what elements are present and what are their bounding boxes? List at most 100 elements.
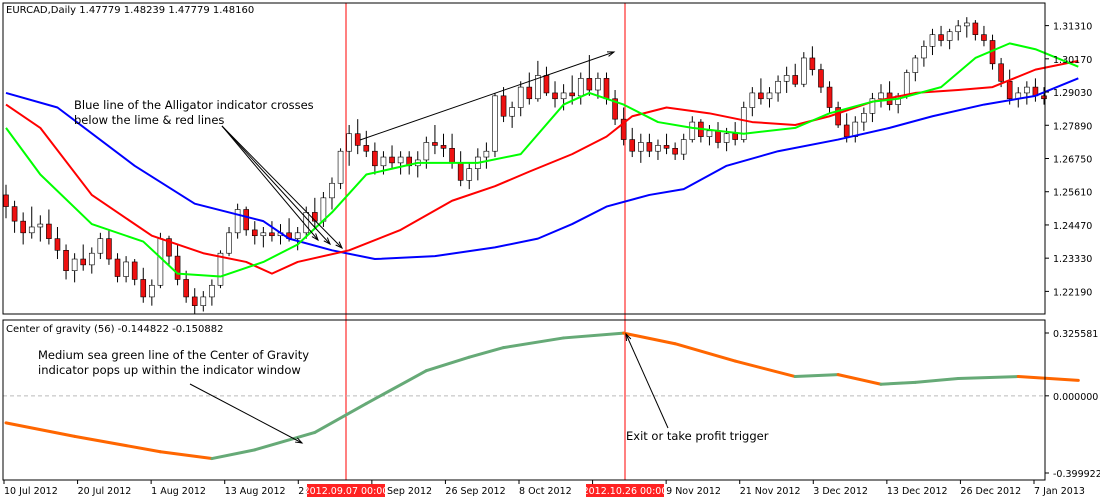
candle-body: [809, 57, 816, 70]
cog-segment: [210, 448, 257, 461]
candle-body: [586, 78, 593, 91]
candle-body: [372, 150, 378, 167]
candle-body: [689, 121, 696, 140]
y-tick-label: 1.26750: [1053, 155, 1092, 166]
x-tick-label: 10 Jul 2012: [4, 486, 58, 497]
x-tick-label: 3 Dec 2012: [813, 486, 868, 497]
candle-body: [492, 95, 498, 152]
cog-segment: [73, 434, 162, 454]
candle-body: [526, 86, 533, 100]
candle-body: [646, 142, 653, 152]
y-tick-label: 1.31310: [1053, 22, 1092, 33]
annotation-arrow: [221, 125, 331, 245]
candle-body: [783, 75, 790, 82]
x-tick-label: 26 Dec 2012: [960, 486, 1021, 497]
annotation-exit-trigger: Exit or take profit trigger: [626, 429, 769, 443]
candle-body: [826, 86, 833, 108]
candle-body: [63, 249, 69, 271]
x-tick-label: 14 Sep 2012: [372, 486, 432, 497]
x-tick-label: 13 Aug 2012: [225, 486, 286, 497]
candle-body: [149, 284, 155, 298]
candle-body: [560, 92, 567, 100]
blue-alligator-line: [5, 77, 1079, 261]
cog-segment: [879, 380, 917, 386]
candle-body: [981, 34, 987, 41]
candle-body: [354, 133, 361, 146]
candle-body: [234, 209, 241, 234]
cog-segment: [158, 450, 214, 461]
candle-body: [543, 75, 550, 94]
cog-segment: [1016, 375, 1080, 382]
arrow-head: [606, 51, 616, 57]
candle-body: [749, 92, 756, 108]
candle-body: [346, 133, 352, 152]
candle-body: [766, 92, 773, 100]
candle-body: [200, 296, 207, 306]
cog-segment: [836, 373, 883, 386]
y-tick-label: 1.25610: [1053, 188, 1092, 199]
annotation-arrow: [221, 125, 343, 249]
indicator-panel-frame: [2, 319, 1046, 481]
cog-segment: [467, 346, 506, 359]
candle-body: [312, 212, 318, 222]
candle-body: [912, 57, 919, 73]
candle-body: [174, 255, 181, 280]
marker-label-bg-1: [307, 484, 385, 497]
candle-body: [603, 78, 610, 100]
candle-body: [963, 22, 970, 27]
annotation-cog-line2: indicator pops up within the indicator w…: [38, 363, 301, 377]
candle-body: [294, 232, 301, 239]
candle-body: [131, 261, 138, 280]
candle-body: [955, 25, 962, 33]
candle-body: [929, 34, 936, 47]
y-tick-label: 1.22190: [1053, 287, 1092, 298]
candle-body: [3, 194, 9, 207]
candle-body: [260, 232, 267, 237]
candle-body: [251, 229, 258, 237]
cog-segment: [622, 331, 677, 346]
candle-body: [758, 92, 764, 100]
candle-body: [715, 130, 721, 143]
x-tick-label: 7 Jan 2013: [1034, 486, 1085, 497]
candle-body: [723, 133, 730, 143]
candle-body: [106, 238, 112, 260]
x-tick-label: 1 Aug 2012: [151, 486, 206, 497]
candle-body: [157, 238, 164, 286]
x-tick-label: 13 Dec 2012: [887, 486, 948, 497]
candle-body: [80, 258, 87, 266]
cog-segment: [424, 355, 471, 373]
candle-body: [423, 142, 430, 161]
candle-body: [329, 182, 335, 199]
cog-segment: [562, 331, 626, 340]
y-tick-label: 1.30170: [1053, 55, 1092, 66]
candle-body: [509, 107, 515, 117]
annotation-alligator-line2: below the lime & red lines: [74, 113, 224, 127]
red-alligator-line: [5, 59, 1079, 275]
arrow-head: [335, 241, 344, 250]
candle-body: [775, 80, 781, 94]
candle-body: [517, 86, 524, 108]
candle-body: [869, 98, 876, 114]
main-chart-title: EURCAD,Daily 1.47779 1.48239 1.47779 1.4…: [6, 5, 254, 16]
x-tick-label: 9 Nov 2012: [666, 486, 721, 497]
candle-body: [655, 145, 661, 152]
candle-body: [457, 162, 464, 181]
annotation-arrow: [221, 125, 319, 241]
candle-body: [680, 139, 687, 155]
candle-body: [226, 232, 232, 254]
candle-body: [663, 145, 670, 149]
cog-segment: [956, 375, 1020, 380]
ind-y-tick-label: 0.000000: [1053, 392, 1098, 403]
candle-body: [209, 284, 215, 298]
candle-body: [535, 75, 541, 100]
cog-segment: [253, 430, 317, 452]
candle-body: [54, 238, 61, 251]
cog-segment: [913, 376, 960, 384]
candle-body: [140, 279, 147, 298]
y-tick-label: 1.27890: [1053, 121, 1092, 132]
candle-body: [466, 168, 473, 181]
candle-body: [449, 148, 455, 164]
candle-body: [577, 78, 584, 97]
annotation-arrow: [359, 51, 615, 141]
